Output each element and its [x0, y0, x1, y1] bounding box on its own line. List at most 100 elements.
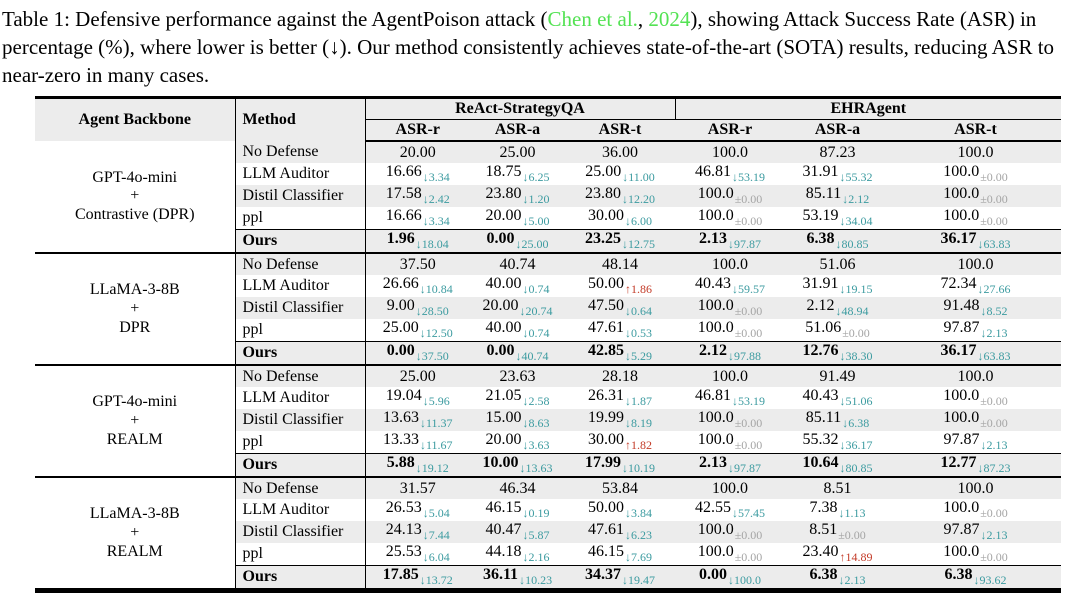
asr-value: 1.96: [386, 230, 415, 248]
asr-nochange-delta: ±0.00: [980, 394, 1008, 409]
citation-year-link[interactable]: 2024: [648, 7, 691, 31]
table-row: Ours 0.00↓37.50 0.00↓40.74 42.85↓5.29 2.12↓9…: [35, 341, 1062, 366]
caption-text-2: ), showing Attack Success Rate (ASR) in …: [2, 7, 1055, 88]
asr-decrease-delta: ↓53.19: [732, 170, 765, 185]
method-cell: Distil Classifier: [235, 297, 366, 320]
asr-decrease-delta: ↓0.64: [625, 304, 652, 319]
asr-decrease-delta: ↓25.00: [515, 237, 549, 252]
asr-decrease-delta: ↓3.34: [422, 170, 450, 185]
sub-header-asr: ASR-t: [565, 119, 675, 143]
asr-cell: 31.57: [365, 476, 470, 500]
asr-cell: 18.75↓6.25: [470, 163, 565, 185]
asr-cell: 0.00↓100.0: [675, 565, 785, 591]
asr-value: 25.00: [382, 319, 419, 337]
asr-nochange-delta: ±0.00: [734, 304, 763, 319]
asr-cell: 100.0±0.00: [675, 319, 785, 342]
asr-value: 100.0: [697, 409, 734, 427]
asr-cell: 25.53↓6.04: [365, 543, 470, 566]
asr-nochange-delta: ±0.00: [980, 506, 1008, 521]
asr-cell: 50.00↓3.84: [565, 499, 675, 521]
method-cell: LLM Auditor: [235, 275, 366, 298]
asr-value: 46.81: [695, 387, 731, 405]
asr-value: 36.00: [602, 143, 638, 161]
asr-value: 16.66: [385, 207, 422, 225]
asr-cell: 26.31↓1.87: [565, 387, 675, 409]
table-row: Ours 1.96↓18.04 0.00↓25.00 23.25↓12.75 2.13↓…: [35, 229, 1062, 254]
asr-cell: 40.47↓5.87: [470, 521, 565, 544]
asr-cell: 46.15↓7.69: [565, 543, 675, 566]
asr-cell: 100.0±0.00: [675, 521, 785, 544]
asr-value: 36.17: [940, 342, 977, 360]
asr-decrease-delta: ↓7.69: [625, 550, 652, 565]
asr-decrease-delta: ↓8.63: [522, 416, 550, 431]
asr-cell: 37.50: [365, 252, 470, 276]
asr-cell: 10.00↓13.63: [470, 453, 565, 478]
asr-decrease-delta: ↓53.19: [732, 394, 765, 409]
method-cell: LLM Auditor: [235, 163, 366, 186]
asr-cell: 15.00↓8.63: [470, 409, 565, 432]
asr-decrease-delta: ↓10.23: [519, 573, 553, 588]
asr-cell: 100.0±0.00: [675, 185, 785, 208]
asr-decrease-delta: ↓63.83: [977, 349, 1011, 364]
asr-decrease-delta: ↓0.74: [522, 282, 550, 297]
asr-decrease-delta: ↓18.04: [415, 237, 449, 252]
sub-header-asr: ASR-r: [365, 119, 470, 143]
asr-decrease-delta: ↓57.45: [732, 506, 765, 521]
asr-cell: 28.18: [565, 364, 675, 388]
asr-cell: 40.74: [470, 252, 565, 276]
asr-value: 100.0: [697, 319, 734, 337]
asr-cell: 23.40↑14.89: [785, 543, 890, 566]
backbone-block: GPT-4o-mini + Contrastive (DPR) No Defense 2…: [35, 141, 1062, 254]
asr-value: 28.18: [602, 367, 638, 385]
asr-nochange-delta: ±0.00: [980, 416, 1008, 431]
asr-cell: 40.00↓0.74: [470, 275, 565, 297]
asr-value: 23.40: [802, 543, 839, 561]
asr-decrease-delta: ↓2.12: [842, 192, 870, 207]
asr-value: 18.75: [485, 163, 522, 181]
asr-decrease-delta: ↓80.85: [839, 461, 873, 476]
asr-value: 16.66: [385, 163, 422, 181]
backbone-cell: GPT-4o-mini + Contrastive (DPR): [35, 141, 236, 254]
asr-decrease-delta: ↓36.17: [839, 438, 873, 453]
asr-value: 2.13: [699, 454, 727, 472]
asr-value: 2.12: [806, 297, 835, 315]
asr-decrease-delta: ↓7.44: [422, 528, 450, 543]
asr-cell: 85.11↓6.38: [785, 409, 890, 432]
asr-value: 13.63: [382, 409, 419, 427]
asr-cell: 85.11↓2.12: [785, 185, 890, 208]
asr-decrease-delta: ↓2.58: [522, 394, 550, 409]
table-row: LLM Auditor 19.04↓5.96 21.05↓2.58 26.31↓1.8…: [35, 387, 1061, 410]
table-row: ppl 16.66↓3.34 20.00↓5.00 30.00↓6.00 100.0±0…: [35, 207, 1061, 230]
asr-cell: 91.49: [785, 364, 890, 388]
asr-cell: 53.19↓34.04: [785, 207, 890, 230]
asr-value: 20.00: [399, 143, 436, 161]
asr-value: 6.38: [806, 230, 835, 248]
asr-value: 100.0: [943, 499, 980, 517]
asr-decrease-delta: ↓40.74: [515, 349, 549, 364]
asr-cell: 44.18↓2.16: [470, 543, 565, 566]
asr-decrease-delta: ↓19.15: [839, 282, 873, 297]
asr-value: 100.0: [712, 367, 748, 385]
asr-cell: 72.34↓27.66: [890, 275, 1061, 297]
asr-decrease-delta: ↓34.04: [839, 214, 873, 229]
asr-decrease-delta: ↓55.32: [839, 170, 873, 185]
asr-value: 42.85: [588, 342, 624, 360]
citation-author-link[interactable]: Chen et al.: [547, 7, 638, 31]
asr-cell: 5.88↓19.12: [365, 453, 470, 478]
asr-value: 36.11: [482, 566, 519, 584]
asr-cell: 23.80↓12.20: [565, 185, 675, 208]
asr-cell: 100.0±0.00: [675, 207, 785, 230]
asr-value: 23.80: [485, 185, 522, 203]
asr-cell: 6.38↓80.85: [785, 229, 890, 254]
asr-value: 100.0: [943, 185, 980, 203]
asr-cell: 100.0: [675, 476, 785, 500]
asr-value: 53.84: [602, 479, 638, 497]
table-row: Distil Classifier 9.00↓28.50 20.00↓20.74 47…: [35, 297, 1062, 320]
asr-decrease-delta: ↓1.20: [522, 192, 550, 207]
asr-cell: 13.33↓11.67: [365, 431, 470, 454]
asr-value: 47.61: [588, 319, 624, 337]
asr-cell: 100.0±0.00: [675, 543, 785, 566]
table-row: Ours 5.88↓19.12 10.00↓13.63 17.99↓10.19 2.13…: [35, 453, 1062, 478]
asr-value: 42.55: [695, 499, 731, 517]
asr-cell: 0.00↓25.00: [470, 229, 565, 254]
